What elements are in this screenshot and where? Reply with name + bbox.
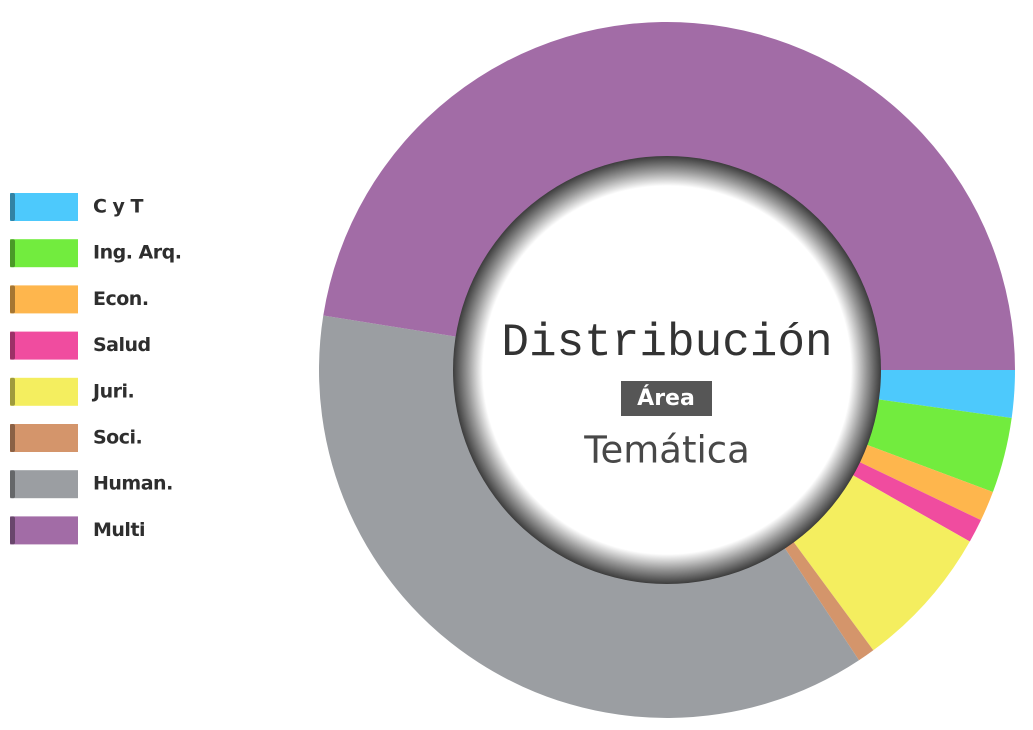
legend: C y T Ing. Arq. Econ. Salud Juri. Soci. Human.… (10, 193, 182, 545)
legend-swatch (10, 285, 78, 314)
legend-swatch (10, 424, 78, 452)
legend-label: Human. (93, 473, 173, 495)
legend-swatch (10, 516, 78, 545)
legend-label: Multi (93, 519, 145, 541)
legend-label: Ing. Arq. (93, 242, 181, 264)
legend-label: Econ. (93, 288, 149, 310)
legend-swatch-edge (10, 470, 15, 499)
legend-label: Juri. (91, 380, 134, 402)
legend-swatch (10, 470, 78, 499)
legend-swatch (10, 331, 78, 360)
legend-swatch-edge (10, 331, 15, 360)
center-subtitle: Área (637, 385, 695, 411)
legend-swatch (10, 239, 78, 268)
legend-swatch (10, 193, 78, 221)
legend-swatch (10, 377, 78, 406)
legend-swatch-edge (10, 285, 15, 314)
legend-label: Soci. (93, 427, 142, 449)
center-caption: Temática (583, 429, 750, 472)
center-title: Distribución (501, 317, 832, 369)
legend-label: C y T (93, 196, 144, 218)
legend-swatch-edge (10, 424, 15, 452)
legend-swatch-edge (10, 193, 15, 221)
legend-swatch-edge (10, 239, 15, 268)
label-box (621, 381, 712, 416)
legend-swatch-edge (10, 516, 15, 545)
legend-label: Salud (93, 334, 151, 356)
legend-swatch-edge (10, 377, 15, 406)
donut-hole (453, 156, 881, 584)
